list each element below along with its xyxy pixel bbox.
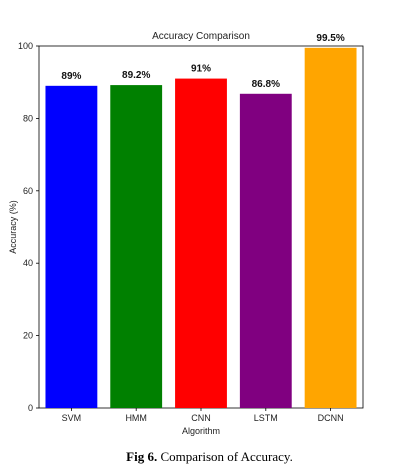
y-tick-label: 60	[23, 186, 33, 196]
y-tick-label: 0	[28, 403, 33, 413]
x-axis: SVM HMM CNN LSTM DCNN	[62, 408, 344, 423]
bar-cnn	[175, 78, 227, 408]
y-tick-label: 100	[18, 41, 33, 51]
caption-text: Comparison of Accuracy.	[157, 449, 293, 464]
x-tick-label: HMM	[125, 413, 147, 423]
data-label-dcnn: 99.5%	[316, 33, 344, 44]
bar-series: 89% 89.2% 91% 86.8% 99.5%	[45, 33, 357, 409]
figure-caption: Fig 6. Comparison of Accuracy.	[0, 449, 419, 465]
x-tick-label: LSTM	[254, 413, 278, 423]
chart-title: Accuracy Comparison	[152, 31, 250, 42]
y-tick-label: 20	[23, 331, 33, 341]
data-label-cnn: 91%	[191, 64, 211, 75]
bar-dcnn	[304, 47, 357, 409]
x-axis-title: Algorithm	[182, 426, 220, 436]
bar-lstm	[239, 93, 292, 408]
bar-svm	[45, 85, 98, 408]
accuracy-bar-chart: Accuracy Comparison 0 20 40 60 80 100 89% 89.2…	[8, 31, 364, 436]
x-tick-label: SVM	[62, 413, 82, 423]
data-label-lstm: 86.8%	[252, 79, 280, 90]
x-tick-label: DCNN	[318, 413, 344, 423]
chart-figure: Accuracy Comparison 0 20 40 60 80 100 89% 89.2…	[8, 31, 364, 436]
data-label-hmm: 89.2%	[122, 70, 150, 81]
y-tick-label: 80	[23, 113, 33, 123]
y-tick-label: 40	[23, 258, 33, 268]
data-label-svm: 89%	[61, 71, 81, 82]
y-axis: 0 20 40 60 80 100	[18, 41, 39, 413]
y-axis-title: Accuracy (%)	[8, 200, 18, 254]
bar-hmm	[110, 85, 163, 408]
x-tick-label: CNN	[191, 413, 211, 423]
figure-number: Fig 6.	[126, 449, 158, 464]
